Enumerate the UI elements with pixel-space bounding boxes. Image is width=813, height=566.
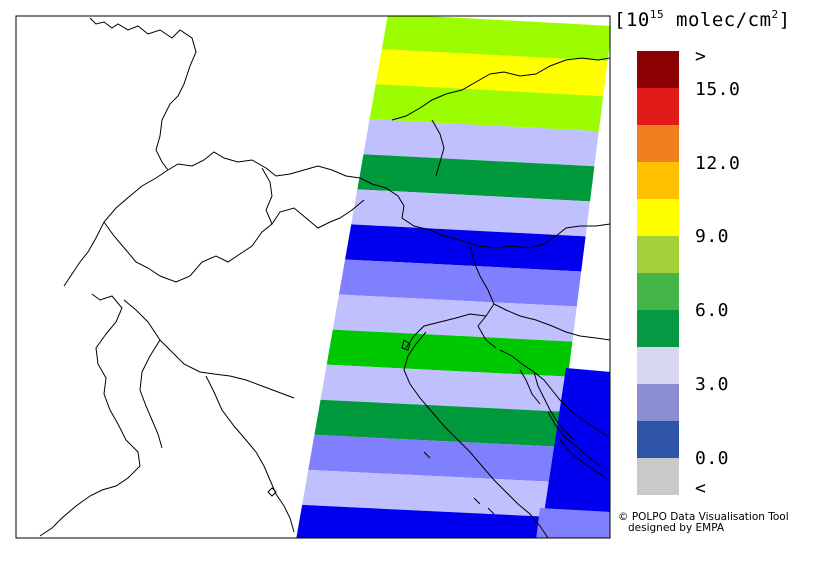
swath-band bbox=[540, 368, 610, 538]
color-scale-swatch bbox=[637, 236, 679, 273]
legend-tick: 9.0 bbox=[695, 226, 730, 247]
color-scale-swatch bbox=[637, 125, 679, 162]
unit-exponent: 15 bbox=[649, 8, 665, 21]
color-scale-swatch bbox=[637, 421, 679, 458]
credit-text: © POLPO Data Visualisation Tool designed… bbox=[618, 512, 789, 534]
swath-band bbox=[369, 84, 604, 132]
swath-band bbox=[308, 434, 560, 482]
satellite-swath bbox=[296, 16, 610, 538]
unit-close: ] bbox=[778, 9, 791, 31]
legend-unit-label: [1015 molec/cm2] bbox=[614, 8, 791, 31]
color-scale-swatch bbox=[637, 347, 679, 384]
swath-band bbox=[351, 189, 590, 237]
secondary-swath bbox=[536, 368, 610, 538]
legend-tick: 12.0 bbox=[695, 153, 741, 174]
legend-tick: 3.0 bbox=[695, 374, 730, 395]
swath-band bbox=[381, 16, 610, 62]
country-borders bbox=[39, 17, 610, 538]
color-scale-swatch bbox=[637, 310, 679, 347]
legend-tick: < bbox=[695, 478, 707, 499]
swath-band bbox=[357, 154, 595, 202]
color-scale-swatch bbox=[637, 384, 679, 421]
legend-tick: 0.0 bbox=[695, 448, 730, 469]
unit-prefix: [10 bbox=[614, 9, 650, 31]
color-scale-swatch bbox=[637, 273, 679, 310]
swath-band bbox=[326, 329, 573, 377]
map-frame bbox=[15, 15, 611, 539]
swath-band bbox=[320, 364, 568, 412]
swath-band bbox=[314, 399, 564, 447]
swath-band bbox=[345, 224, 586, 272]
swath-band bbox=[338, 259, 582, 307]
credit-line-1: © POLPO Data Visualisation Tool bbox=[618, 511, 789, 523]
credit-line-2: designed by EMPA bbox=[628, 522, 725, 534]
swath-band bbox=[375, 49, 608, 97]
unit-suffix: molec/cm bbox=[664, 9, 772, 31]
legend-tick: > bbox=[695, 46, 707, 67]
color-scale-swatch bbox=[637, 51, 679, 88]
color-scale-swatch bbox=[637, 88, 679, 125]
color-scale-bar bbox=[637, 51, 679, 495]
swath-band bbox=[302, 469, 555, 517]
swath-band bbox=[363, 119, 599, 167]
color-scale-swatch bbox=[637, 162, 679, 199]
unit-power: 2 bbox=[771, 8, 779, 21]
legend-tick: 6.0 bbox=[695, 300, 730, 321]
color-scale-swatch bbox=[637, 199, 679, 236]
color-scale-swatch bbox=[637, 458, 679, 495]
swath-band bbox=[536, 508, 610, 538]
swath-band bbox=[296, 504, 551, 538]
legend-tick: 15.0 bbox=[695, 79, 741, 100]
